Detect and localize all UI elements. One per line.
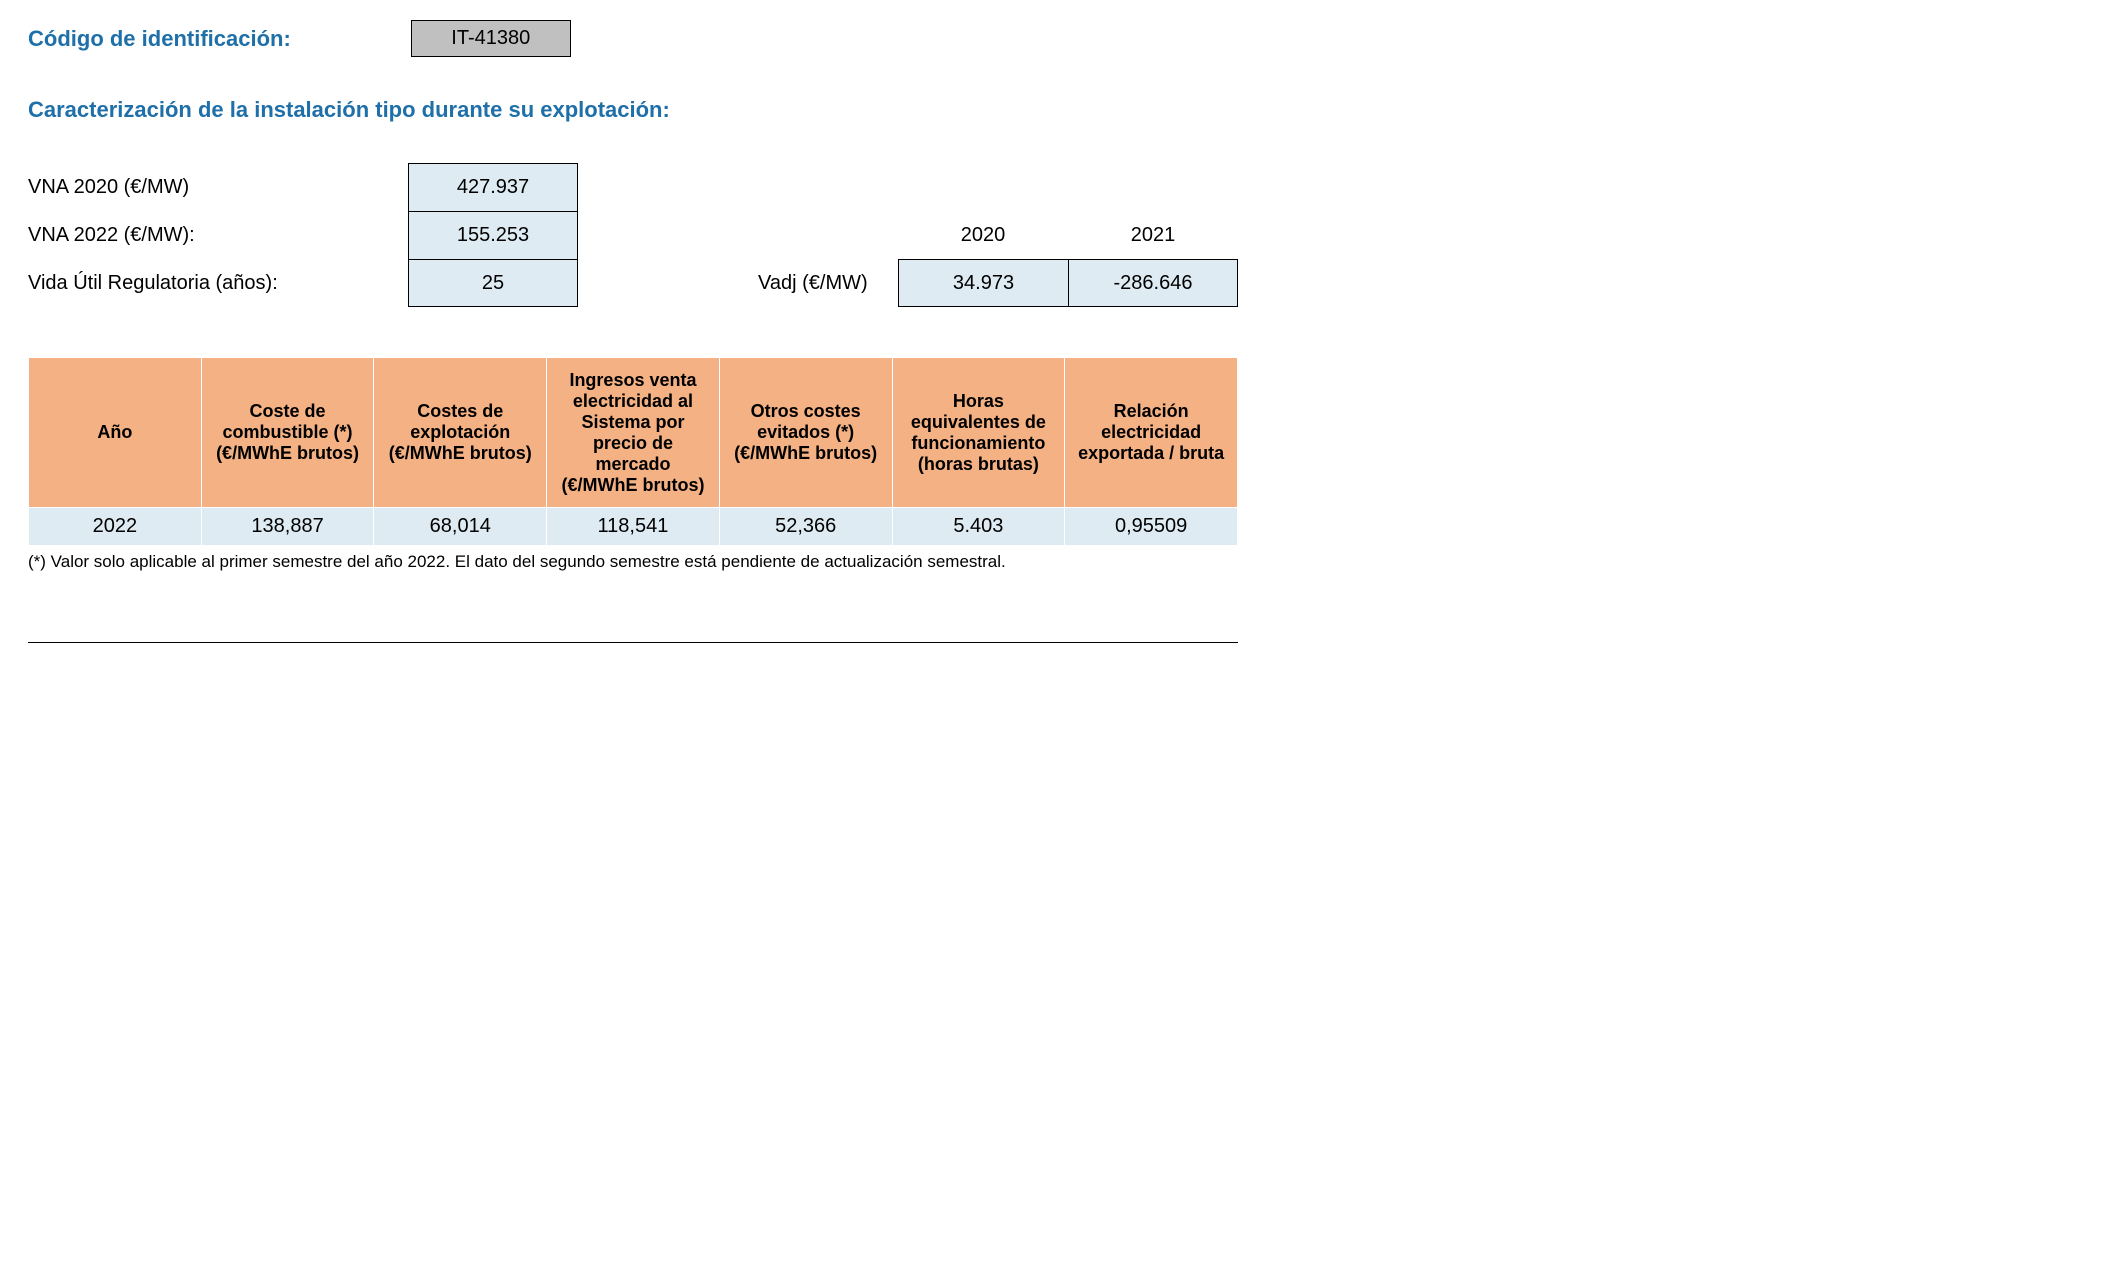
cell-costes-explotacion: 68,014 — [374, 508, 547, 546]
separator-line — [28, 642, 1238, 643]
cell-horas-equivalentes: 5.403 — [892, 508, 1065, 546]
vadj-value-2020: 34.973 — [898, 259, 1068, 307]
col-relacion-electricidad: Relación electricidad exportada / bruta — [1065, 358, 1238, 508]
vadj-year-2020: 2020 — [898, 211, 1068, 259]
vida-util-value: 25 — [408, 259, 578, 307]
section-title: Caracterización de la instalación tipo d… — [28, 97, 2098, 123]
cell-coste-combustible: 138,887 — [201, 508, 374, 546]
table-row: 2022 138,887 68,014 118,541 52,366 5.403… — [29, 508, 1238, 546]
footnote-text: (*) Valor solo aplicable al primer semes… — [28, 552, 2098, 572]
vna2022-value: 155.253 — [408, 211, 578, 259]
identification-row: Código de identificación: IT-41380 — [28, 20, 2098, 57]
vadj-grid: 2020 2021 Vadj (€/MW) 34.973 -286.646 — [758, 211, 1238, 307]
parameters-left-grid: VNA 2020 (€/MW) 427.937 VNA 2022 (€/MW):… — [28, 163, 578, 307]
vadj-label: Vadj (€/MW) — [758, 259, 898, 307]
table-header-row: Año Coste de combustible (*) (€/MWhE bru… — [29, 358, 1238, 508]
vna2020-value: 427.937 — [408, 163, 578, 211]
col-otros-costes: Otros costes evitados (*) (€/MWhE brutos… — [719, 358, 892, 508]
col-coste-combustible: Coste de combustible (*) (€/MWhE brutos) — [201, 358, 374, 508]
codigo-label: Código de identificación: — [28, 26, 291, 52]
vadj-value-2021: -286.646 — [1068, 259, 1238, 307]
cell-relacion-electricidad: 0,95509 — [1065, 508, 1238, 546]
data-table: Año Coste de combustible (*) (€/MWhE bru… — [28, 357, 1238, 546]
cell-ingresos-venta: 118,541 — [547, 508, 720, 546]
cell-otros-costes: 52,366 — [719, 508, 892, 546]
vna2020-label: VNA 2020 (€/MW) — [28, 163, 408, 211]
vadj-year-2021: 2021 — [1068, 211, 1238, 259]
codigo-value-box: IT-41380 — [411, 20, 571, 57]
vida-util-label: Vida Útil Regulatoria (años): — [28, 259, 408, 307]
col-ingresos-venta: Ingresos venta electricidad al Sistema p… — [547, 358, 720, 508]
col-ano: Año — [29, 358, 202, 508]
cell-ano: 2022 — [29, 508, 202, 546]
col-horas-equivalentes: Horas equivalentes de funcionamiento (ho… — [892, 358, 1065, 508]
col-costes-explotacion: Costes de explotación (€/MWhE brutos) — [374, 358, 547, 508]
parameters-area: VNA 2020 (€/MW) 427.937 VNA 2022 (€/MW):… — [28, 163, 2098, 307]
vna2022-label: VNA 2022 (€/MW): — [28, 211, 408, 259]
